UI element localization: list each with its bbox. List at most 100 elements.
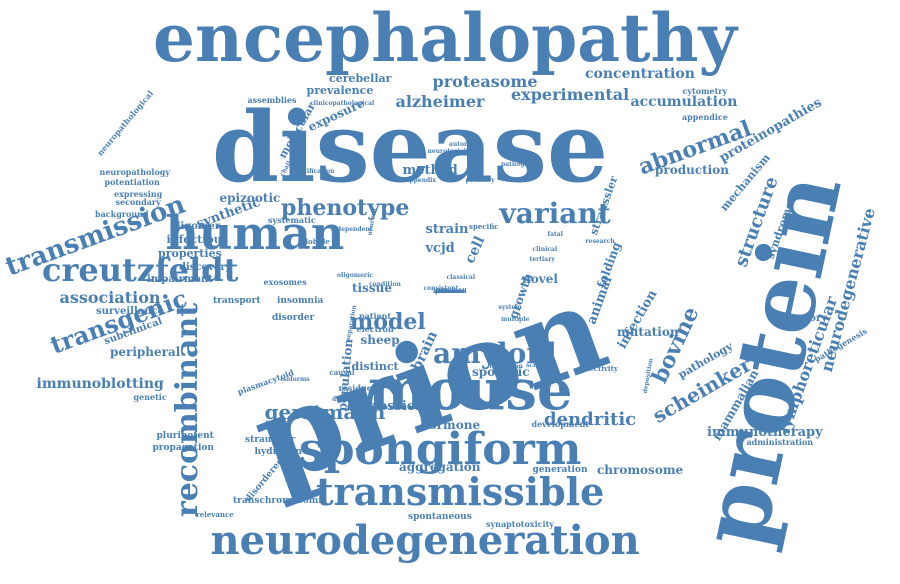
cloud-word: secondary bbox=[115, 197, 161, 207]
cloud-word: condition bbox=[369, 281, 401, 288]
cloud-word: pathogenic bbox=[501, 161, 539, 168]
cloud-word: genetic bbox=[133, 392, 167, 402]
cloud-word: chromosome bbox=[597, 463, 684, 477]
cloud-word: clinical bbox=[532, 246, 558, 253]
cloud-word: oligomer bbox=[170, 221, 221, 232]
cloud-word: cytometry bbox=[682, 86, 728, 96]
cloud-word: human bbox=[165, 206, 345, 260]
cloud-word: distinct bbox=[351, 359, 399, 373]
cloud-word: research bbox=[585, 238, 615, 245]
cloud-word: encephalopathy bbox=[153, 0, 737, 77]
cloud-word: sheep bbox=[360, 333, 400, 347]
cloud-word: discovery bbox=[179, 262, 232, 273]
cloud-word: formation bbox=[489, 363, 523, 370]
cloud-word: epizootic bbox=[219, 191, 281, 205]
cloud-word: phenotype bbox=[281, 195, 410, 221]
cloud-word: systematic bbox=[268, 215, 316, 225]
cloud-word: properties bbox=[158, 246, 222, 260]
cloud-word: variant bbox=[499, 197, 611, 230]
cloud-word: administration bbox=[746, 437, 814, 447]
cloud-word: prevalence bbox=[306, 83, 374, 97]
cloud-word: residue bbox=[338, 383, 372, 393]
cloud-word: disorder bbox=[272, 312, 315, 323]
cloud-word: neuropathological bbox=[94, 88, 156, 158]
cloud-word: infectious bbox=[166, 232, 228, 246]
cloud-word: model bbox=[350, 309, 426, 335]
cloud-word: consistent bbox=[423, 285, 459, 292]
cloud-word: association bbox=[59, 288, 161, 307]
cloud-word: inbred bbox=[439, 288, 462, 295]
cloud-word: method bbox=[402, 162, 458, 178]
cloud-word: concentration bbox=[585, 66, 695, 82]
cloud-word: cell bbox=[461, 233, 489, 267]
cloud-word: mutation bbox=[617, 325, 679, 339]
cloud-word: background bbox=[95, 209, 149, 219]
cloud-word: oligomeric bbox=[337, 272, 374, 279]
cloud-word: pluripotent bbox=[156, 430, 214, 441]
cloud-word: expressing bbox=[114, 189, 163, 199]
cloud-word: transchromosomic bbox=[233, 495, 328, 506]
cloud-word: gerstmann bbox=[264, 400, 386, 424]
cloud-word: laboratory bbox=[769, 313, 828, 324]
cloud-word: infectivity bbox=[578, 363, 618, 373]
cloud-word: vcjd bbox=[425, 240, 455, 256]
cloud-word: relevance bbox=[196, 509, 234, 519]
cloud-word: alzheimer bbox=[395, 92, 485, 111]
cloud-word: surveillance bbox=[96, 306, 164, 317]
cloud-word: identification bbox=[289, 168, 335, 175]
cloud-word: appendix bbox=[405, 177, 437, 184]
cloud-word: mouse bbox=[368, 357, 573, 423]
cloud-word: electron bbox=[356, 324, 394, 334]
cloud-word: peripheral bbox=[110, 345, 181, 359]
cloud-word: tissue bbox=[352, 281, 392, 295]
cloud-word: aggregation bbox=[399, 460, 481, 474]
cloud-word: proteasome bbox=[432, 72, 538, 91]
cloud-word: expression bbox=[347, 398, 425, 414]
cloud-word: dendritic bbox=[544, 409, 637, 430]
cloud-word: specific bbox=[469, 221, 499, 231]
cloud-word: multiple bbox=[501, 316, 530, 323]
cloud-word: propagation bbox=[152, 442, 214, 453]
cloud-word: hydrogen bbox=[254, 446, 302, 457]
cloud-word: transport bbox=[213, 295, 261, 306]
cloud-word: isoforms bbox=[280, 376, 310, 383]
cloud-word: experimental bbox=[511, 85, 630, 104]
cloud-word: synaptotoxicity bbox=[486, 519, 554, 529]
cloud-word: diagnosis bbox=[332, 396, 364, 403]
cloud-word: pituitary bbox=[465, 177, 495, 184]
cloud-word: hormone bbox=[420, 418, 481, 432]
cloud-word: cerebellar bbox=[329, 71, 392, 85]
cloud-word: classical bbox=[446, 274, 476, 281]
cloud-word: immune bbox=[436, 288, 464, 295]
cloud-word: accumulation bbox=[630, 94, 738, 110]
cloud-word: transmissible bbox=[316, 469, 605, 514]
cloud-word: sporadic bbox=[472, 365, 530, 379]
cloud-word: production bbox=[655, 163, 729, 177]
cloud-word: autonomic bbox=[449, 141, 485, 148]
cloud-word: neurotoxicity bbox=[427, 148, 473, 155]
cloud-word: recombinant bbox=[170, 302, 206, 518]
cloud-word: alternate bbox=[434, 288, 466, 295]
cloud-word: causal bbox=[329, 367, 355, 377]
cloud-word: globule bbox=[300, 236, 330, 246]
cloud-word: individual bbox=[433, 288, 467, 295]
cloud-word: spontaneous bbox=[408, 511, 472, 522]
cloud-word: patient bbox=[359, 311, 392, 321]
cloud-word: dependent bbox=[337, 226, 373, 233]
cloud-word: immunotherapy bbox=[707, 424, 823, 440]
cloud-word: disease bbox=[212, 91, 609, 204]
cloud-word: scrapie bbox=[526, 362, 551, 369]
cloud-word: novel bbox=[522, 272, 558, 286]
cloud-word: exosomes bbox=[263, 277, 307, 287]
cloud-word: potentiation bbox=[104, 177, 160, 187]
cloud-word: tertiary bbox=[529, 256, 555, 263]
cloud-word: neurodegeneration bbox=[210, 517, 640, 564]
cloud-word: insomnia bbox=[277, 295, 324, 306]
cloud-word: assemblies bbox=[247, 95, 297, 105]
cloud-word: strain bbox=[425, 221, 469, 237]
cloud-word: terminal bbox=[435, 288, 465, 295]
cloud-word: amyloid bbox=[433, 337, 557, 370]
cloud-word: spongiform bbox=[299, 424, 582, 475]
cloud-word: creutzfeldt bbox=[42, 251, 239, 289]
